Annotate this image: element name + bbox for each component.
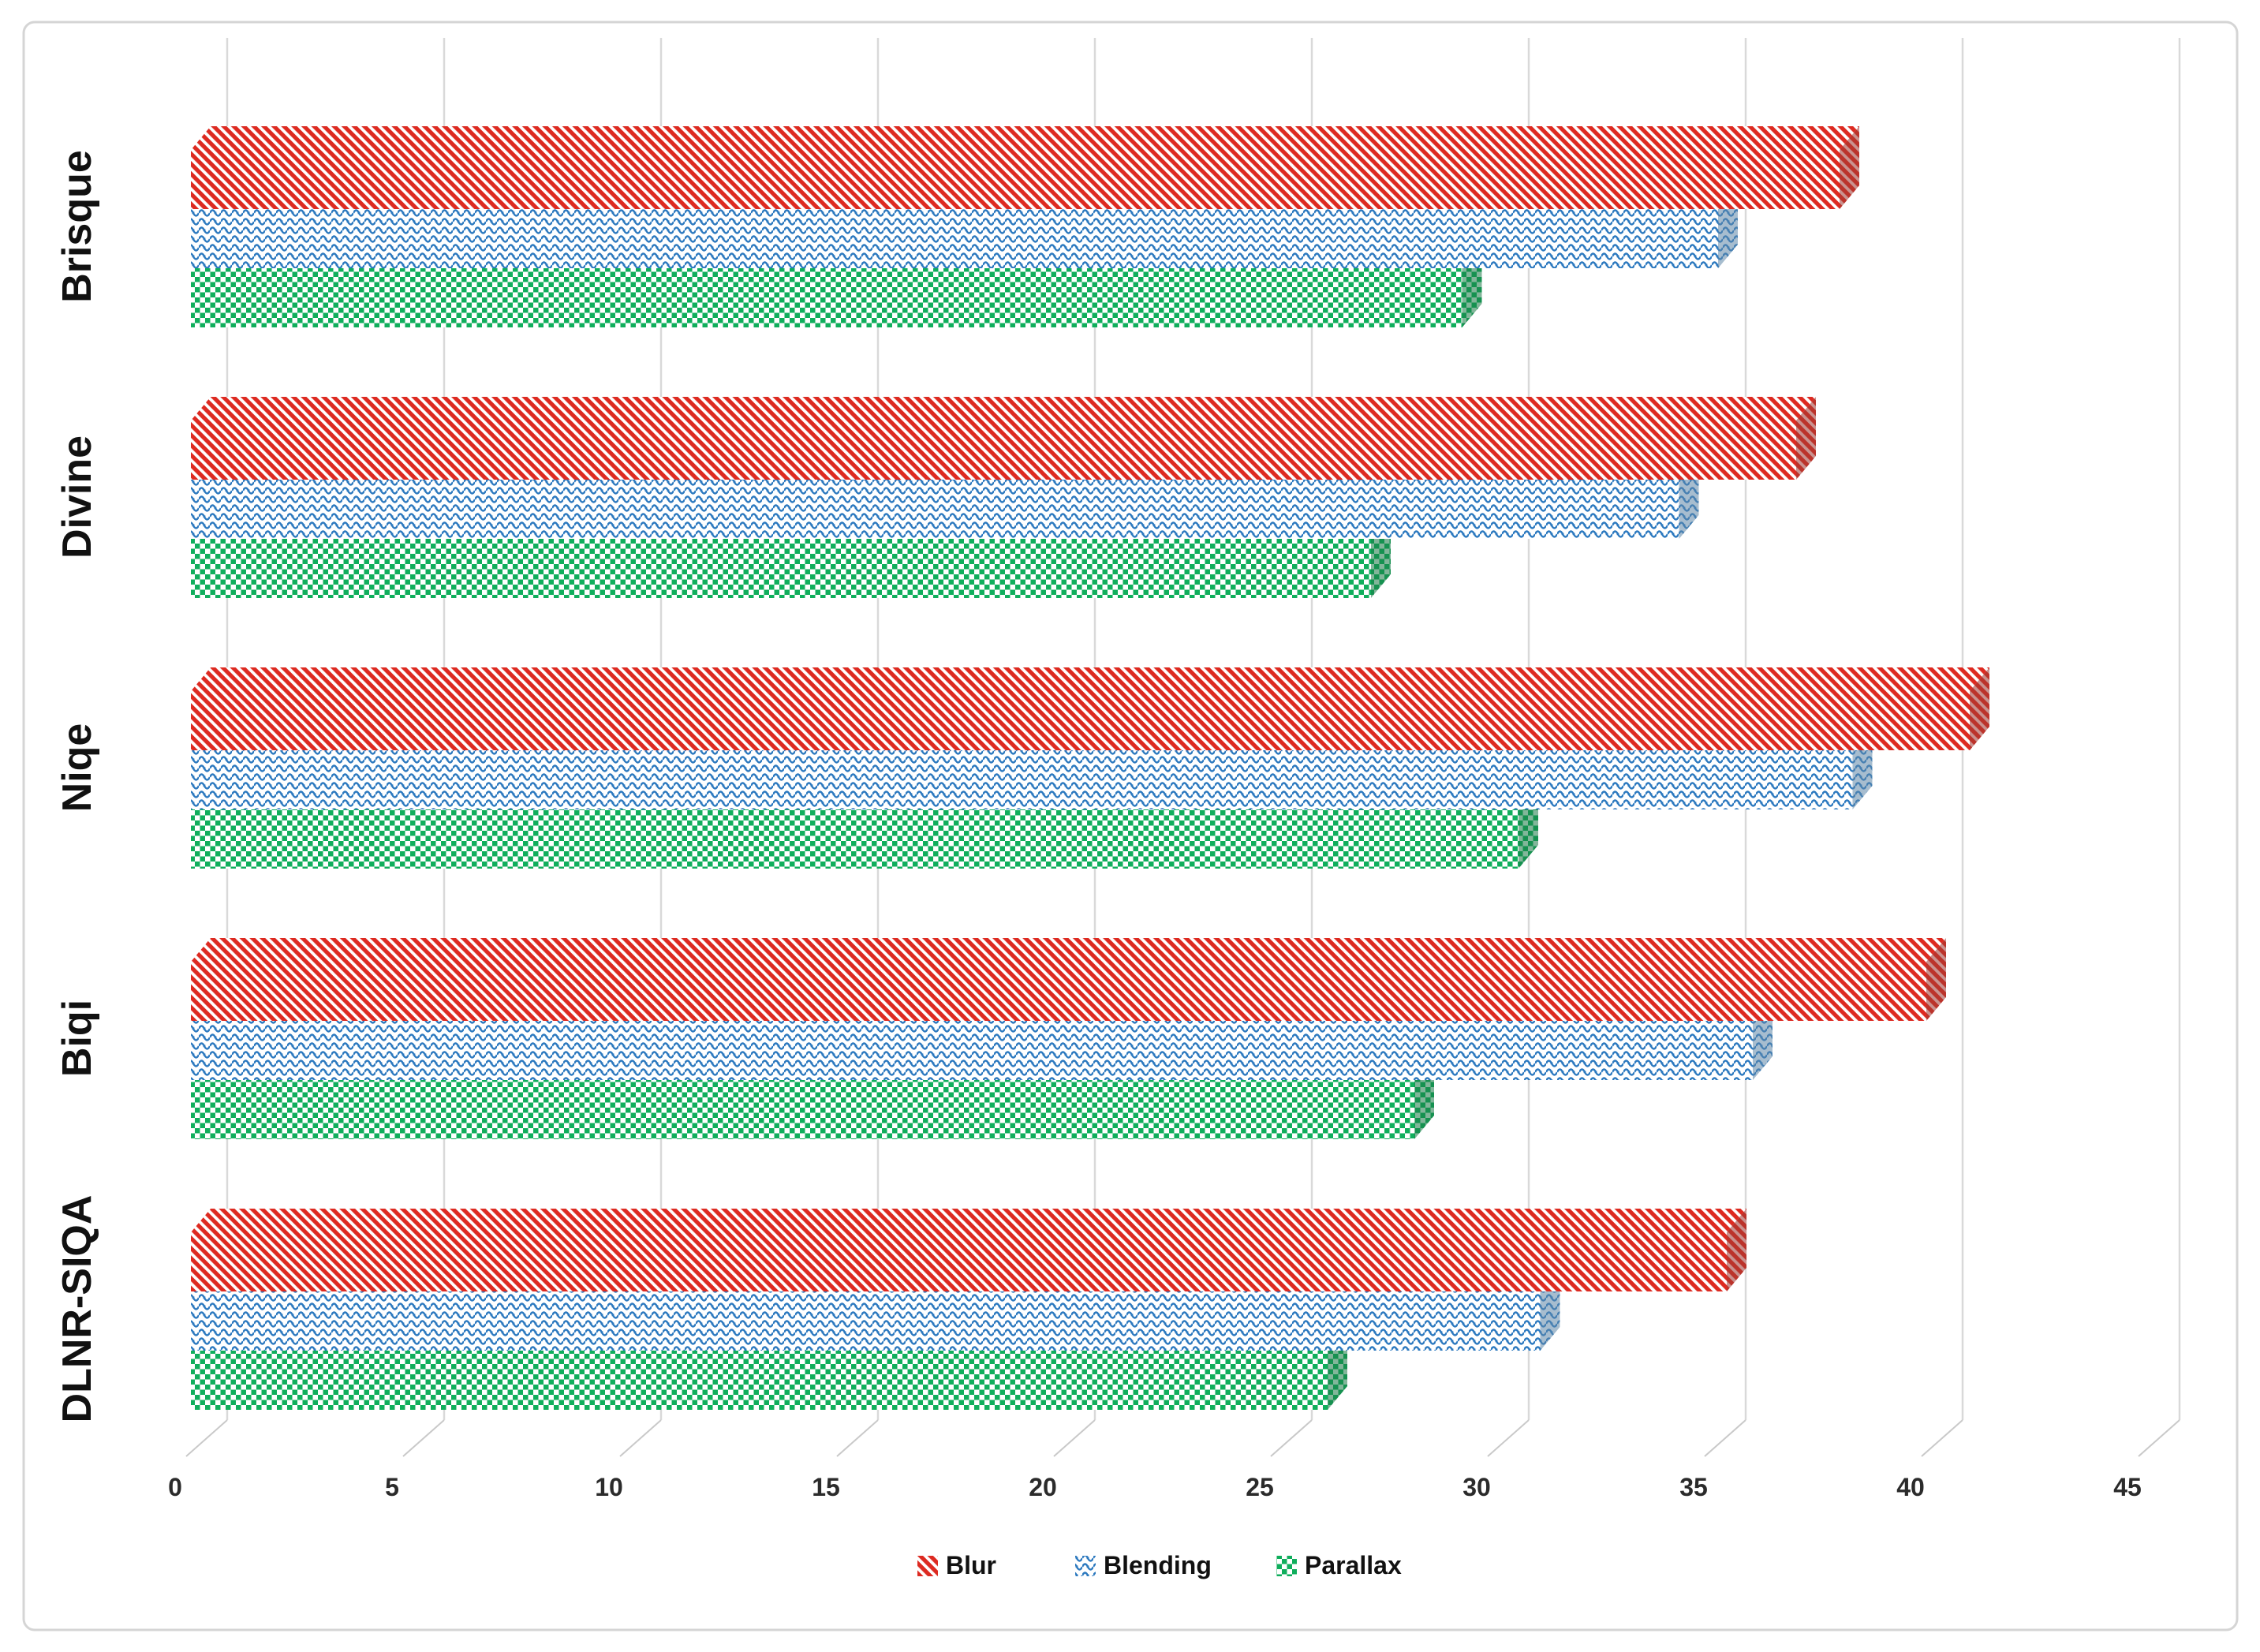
bar-front-face [191,750,1853,809]
bar-Biqi-Parallax[interactable] [191,1056,1434,1139]
x-tick-label-30: 30 [1462,1473,1491,1501]
bar-front-face [191,809,1518,869]
legend-item-Blending[interactable]: Blending [1075,1551,1212,1579]
x-tick-label-5: 5 [385,1473,399,1501]
x-axis-layer: 0 5 10 15 20 25 30 35 40 45 [168,1419,2180,1501]
bar-side-shade [1796,397,1816,480]
legend-swatch-Blending [1075,1556,1096,1576]
tick-mark-10 [619,1419,662,1457]
legend-label-Blending: Blending [1104,1551,1212,1579]
bar-front-face [191,420,1796,480]
bar-Niqe-Blur[interactable] [191,667,1989,750]
legend-label-Parallax: Parallax [1305,1551,1402,1579]
legend-swatch-Blur [917,1556,938,1576]
x-tick-label-25: 25 [1246,1473,1274,1501]
bar-front-face [191,539,1371,598]
bar-front-face [191,1351,1328,1410]
category-label-DLNR-SIQA: DLNR-SIQA [54,1195,100,1423]
tick-mark-40 [1921,1419,1963,1457]
tick-mark-30 [1487,1419,1530,1457]
bar-top-face [191,1209,1746,1232]
tick-mark-45 [2138,1419,2180,1457]
x-tick-label-45: 45 [2113,1473,2142,1501]
legend-label-Blur: Blur [946,1551,996,1579]
tick-mark-15 [836,1419,879,1457]
legend-item-Blur[interactable]: Blur [917,1551,996,1579]
bar-side-shade [1926,938,1946,1021]
bar-top-face [191,938,1946,962]
legend-item-Parallax[interactable]: Parallax [1276,1551,1402,1579]
bars-layer [191,126,1989,1410]
tick-mark-5 [402,1419,445,1457]
bar-top-face [191,397,1816,420]
bar-front-face [191,1291,1541,1351]
x-tick-label-15: 15 [812,1473,840,1501]
bar-front-face [191,268,1462,327]
legend-layer: Blur Blending Parallax [917,1551,1402,1579]
tick-mark-0 [185,1419,228,1457]
tick-mark-25 [1270,1419,1313,1457]
x-tick-label-0: 0 [168,1473,182,1501]
bar-side-shade [1727,1209,1746,1291]
category-axis-layer: Brisque Divine Niqe Biqi DLNR-SIQA [54,150,100,1422]
legend-swatch-Parallax [1276,1556,1297,1576]
category-label-Niqe: Niqe [54,723,100,813]
bar-side-shade [1970,667,1989,750]
bar-Brisque-Blur[interactable] [191,126,1859,209]
bar-DLNR-SIQA-Blur[interactable] [191,1209,1746,1291]
bar-front-face [191,1080,1414,1139]
bar-front-face [191,1021,1753,1080]
bar-front-face [191,962,1926,1021]
category-label-Biqi: Biqi [54,1000,100,1077]
bar-front-face [191,150,1840,209]
bar-front-face [191,1232,1727,1291]
bar-Biqi-Blur[interactable] [191,938,1946,1021]
x-tick-label-20: 20 [1029,1473,1057,1501]
bar-DLNR-SIQA-Blending[interactable] [191,1268,1560,1351]
bar-Divine-Blur[interactable] [191,397,1816,480]
bar-front-face [191,209,1718,268]
bar-Divine-Parallax[interactable] [191,515,1391,598]
tick-mark-20 [1053,1419,1096,1457]
tick-mark-35 [1704,1419,1746,1457]
bar-Niqe-Parallax[interactable] [191,786,1538,869]
bar-Brisque-Blending[interactable] [191,185,1738,268]
bar-top-face [191,667,1989,691]
category-label-Brisque: Brisque [54,150,100,303]
x-tick-label-10: 10 [595,1473,623,1501]
category-label-Divine: Divine [54,435,100,559]
bar-front-face [191,480,1679,539]
x-tick-label-35: 35 [1679,1473,1708,1501]
bar-Niqe-Blending[interactable] [191,727,1873,809]
bar-side-shade [1840,126,1859,209]
bar-front-face [191,691,1970,750]
x-tick-label-40: 40 [1896,1473,1925,1501]
bar-top-face [191,126,1859,150]
